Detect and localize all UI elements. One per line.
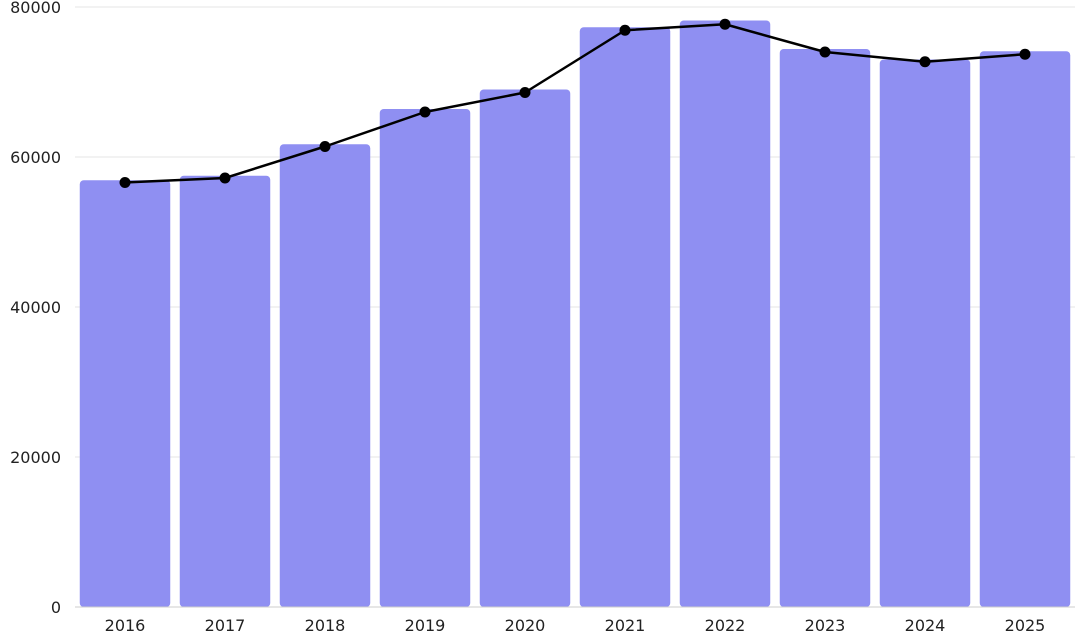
bar-2023	[779, 49, 871, 607]
bar-2025	[979, 51, 1071, 607]
line-point-2025	[1019, 48, 1031, 60]
line-point-2022	[719, 18, 731, 30]
line-point-2016	[119, 177, 131, 188]
x-tick-label: 2017	[205, 616, 246, 632]
y-tick-label: 60000	[10, 148, 61, 167]
bar-2021	[579, 27, 671, 607]
y-axis: 0 20000 40000 60000 80000	[10, 0, 61, 617]
line-point-2017	[219, 172, 231, 184]
line-point-2018	[319, 141, 331, 152]
line-point-2020	[519, 87, 531, 98]
y-tick-label: 80000	[10, 0, 61, 17]
x-tick-label: 2024	[905, 616, 946, 632]
x-tick-label: 2025	[1005, 616, 1046, 632]
bar-2024	[879, 59, 971, 607]
bar-series	[79, 20, 1071, 607]
x-tick-label: 2018	[305, 616, 346, 632]
bar-2019	[379, 109, 471, 607]
line-series	[119, 18, 1031, 188]
y-tick-label: 20000	[10, 448, 61, 467]
line-point-2021	[619, 24, 631, 36]
y-tick-label: 0	[51, 598, 61, 617]
x-tick-label: 2021	[605, 616, 646, 632]
bar-2018	[279, 144, 371, 607]
line-point-2019	[419, 106, 431, 118]
x-tick-label: 2016	[105, 616, 146, 632]
x-tick-label: 2023	[805, 616, 846, 632]
line-point-2023	[819, 46, 831, 58]
bar-2017	[179, 175, 271, 607]
bar-2016	[79, 180, 171, 607]
x-tick-label: 2019	[405, 616, 446, 632]
trend-line	[124, 23, 1026, 184]
x-axis: 2016 2017 2018 2019 2020 2021 2022 2023 2024 2025	[75, 606, 1075, 632]
x-tick-label: 2020	[505, 616, 546, 632]
x-tick-label: 2022	[705, 616, 746, 632]
bar-2022	[679, 20, 771, 607]
bar-2020	[479, 89, 571, 607]
line-point-2024	[919, 56, 931, 68]
y-tick-label: 40000	[10, 298, 61, 317]
